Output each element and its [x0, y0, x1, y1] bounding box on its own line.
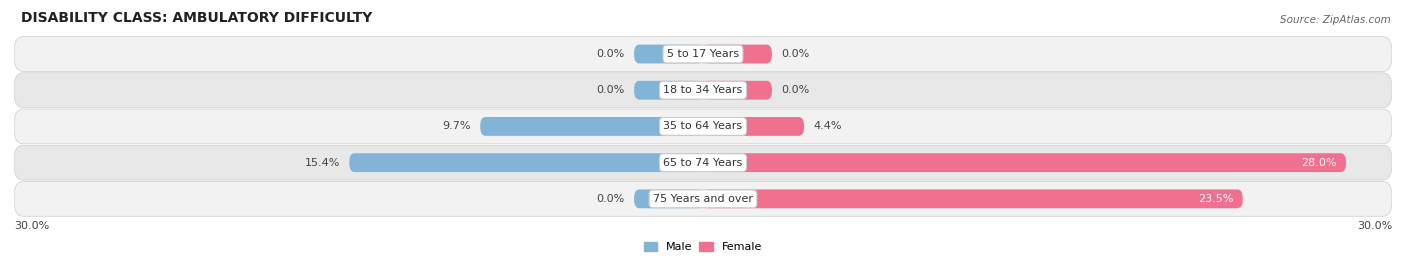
Text: 65 to 74 Years: 65 to 74 Years — [664, 158, 742, 168]
FancyBboxPatch shape — [634, 81, 703, 100]
Text: 23.5%: 23.5% — [1198, 194, 1233, 204]
Text: 0.0%: 0.0% — [782, 85, 810, 95]
FancyBboxPatch shape — [703, 81, 772, 100]
FancyBboxPatch shape — [14, 109, 1392, 144]
FancyBboxPatch shape — [634, 45, 703, 63]
Text: 0.0%: 0.0% — [596, 49, 624, 59]
Text: DISABILITY CLASS: AMBULATORY DIFFICULTY: DISABILITY CLASS: AMBULATORY DIFFICULTY — [21, 11, 373, 25]
Text: 9.7%: 9.7% — [443, 121, 471, 132]
Text: 18 to 34 Years: 18 to 34 Years — [664, 85, 742, 95]
Text: 28.0%: 28.0% — [1302, 158, 1337, 168]
FancyBboxPatch shape — [14, 73, 1392, 108]
FancyBboxPatch shape — [481, 117, 703, 136]
FancyBboxPatch shape — [349, 153, 703, 172]
Text: 35 to 64 Years: 35 to 64 Years — [664, 121, 742, 132]
FancyBboxPatch shape — [634, 189, 703, 208]
Text: 4.4%: 4.4% — [813, 121, 842, 132]
FancyBboxPatch shape — [14, 37, 1392, 71]
FancyBboxPatch shape — [703, 45, 772, 63]
Text: Source: ZipAtlas.com: Source: ZipAtlas.com — [1279, 15, 1391, 25]
Text: 0.0%: 0.0% — [596, 85, 624, 95]
Text: 5 to 17 Years: 5 to 17 Years — [666, 49, 740, 59]
Text: 0.0%: 0.0% — [782, 49, 810, 59]
FancyBboxPatch shape — [703, 189, 1243, 208]
Text: 0.0%: 0.0% — [596, 194, 624, 204]
FancyBboxPatch shape — [14, 145, 1392, 180]
Text: 30.0%: 30.0% — [14, 221, 49, 231]
FancyBboxPatch shape — [703, 117, 804, 136]
Text: 75 Years and over: 75 Years and over — [652, 194, 754, 204]
FancyBboxPatch shape — [14, 182, 1392, 216]
Text: 15.4%: 15.4% — [305, 158, 340, 168]
Legend: Male, Female: Male, Female — [640, 237, 766, 256]
Text: 30.0%: 30.0% — [1357, 221, 1392, 231]
FancyBboxPatch shape — [703, 153, 1346, 172]
